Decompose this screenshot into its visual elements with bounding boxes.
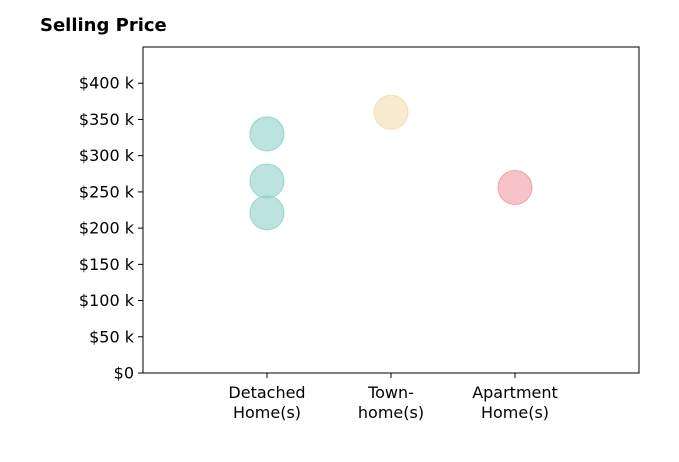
x-tick-label-line: home(s): [358, 403, 424, 422]
x-tick-label: Town-home(s): [358, 383, 424, 422]
data-points: [249, 94, 533, 231]
x-tick-label-line: Home(s): [233, 403, 301, 422]
y-tick-label: $400 k: [79, 74, 135, 93]
x-tick-label: Apartment Home(s): [472, 383, 558, 422]
x-tick-label: Detached Home(s): [228, 383, 305, 422]
data-point: [373, 94, 409, 130]
data-point: [249, 195, 285, 231]
y-tick-label: $150 k: [79, 255, 135, 274]
data-point: [249, 163, 285, 199]
x-tick-label-line: Town-: [367, 383, 414, 402]
y-tick-label: $200 k: [79, 219, 135, 238]
y-tick-label: $350 k: [79, 110, 135, 129]
data-point: [497, 170, 533, 206]
data-point: [249, 116, 285, 152]
x-axis: Detached Home(s)Town-home(s)Apartment Home…: [228, 373, 558, 422]
x-tick-label-line: Apartment: [472, 383, 558, 402]
y-tick-label: $0: [114, 364, 134, 383]
y-tick-label: $50 k: [89, 327, 135, 346]
x-tick-label-line: Home(s): [481, 403, 549, 422]
x-tick-label-line: Detached: [228, 383, 305, 402]
y-tick-label: $100 k: [79, 291, 135, 310]
chart-title: Selling Price: [40, 15, 167, 36]
y-tick-label: $300 k: [79, 146, 135, 165]
y-axis: $0 $50 k $100 k $150 k $200 k $250 k $300 k $35…: [79, 74, 143, 383]
y-tick-label: $250 k: [79, 182, 135, 201]
